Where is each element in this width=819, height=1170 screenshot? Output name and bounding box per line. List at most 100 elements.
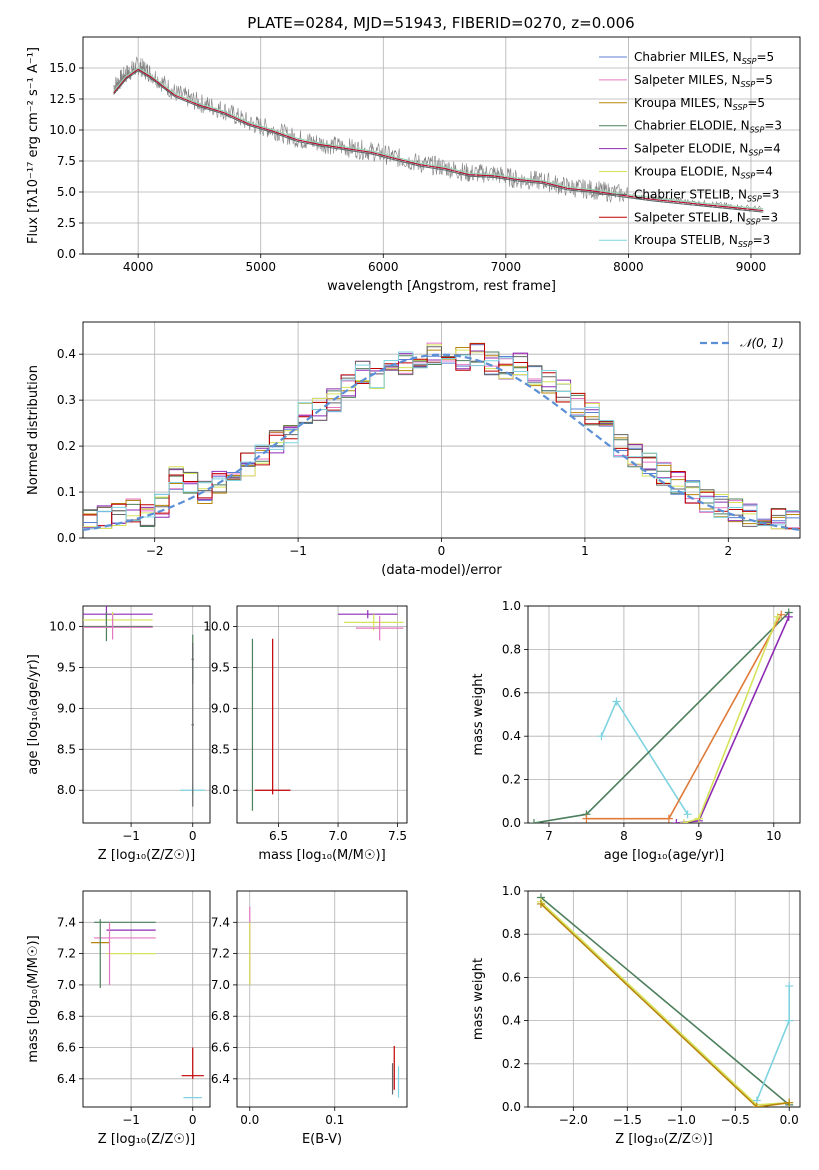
legend-tail: =3 — [753, 233, 771, 247]
histogram-legend: 𝒩(0, 1) — [700, 336, 784, 350]
x-tick-label: 7.5 — [388, 829, 407, 843]
legend-entry: Chabrier ELODIE, NSSP=3 — [634, 119, 782, 135]
residual-histogram-axes: −2 −1 0 1 2 0.0 0.1 0.2 0.3 0.4 (data-model)/error… — [26, 321, 801, 578]
massweight-vs-age-marks — [529, 608, 793, 823]
y-tick-label: 0.1 — [57, 485, 76, 499]
legend-subscript: SSP — [742, 57, 757, 66]
x-tick-label: 7 — [545, 829, 553, 843]
weight-point-marker — [785, 982, 794, 991]
x-axis-label: Z [log₁₀(Z/Z☉)] — [615, 1132, 712, 1147]
weight-point-marker — [612, 697, 621, 706]
y-axis-label: mass weight — [471, 673, 486, 755]
y-tick-label: 0.6 — [502, 970, 521, 984]
weight-point-marker — [785, 1098, 794, 1107]
weight-point-marker — [683, 810, 692, 819]
massweight-vs-Z-marks — [536, 893, 794, 1107]
massweight-vs-Z-axes: −2.0 −1.5 −1.0 −0.5 0.0 0.0 0.2 0.4 0.6 0.8 1.0 Z [… — [471, 884, 801, 1147]
x-tick-label: −1.5 — [613, 1113, 642, 1127]
y-tick-label: 15.0 — [49, 61, 76, 75]
y-tick-label: 7.4 — [211, 915, 230, 929]
axes-frame — [236, 890, 408, 1108]
legend-tail: =3 — [762, 187, 780, 201]
y-tick-label: 12.5 — [49, 92, 76, 106]
y-tick-label: 0.0 — [502, 1100, 521, 1114]
model-spectrum-line — [113, 67, 764, 210]
y-tick-label: 7.2 — [57, 947, 76, 961]
x-tick-label: 0.0 — [780, 1113, 799, 1127]
weight-series-line — [756, 986, 791, 1101]
axes-frame — [236, 605, 408, 824]
y-tick-label: 9.5 — [211, 660, 230, 674]
legend-tail: =3 — [760, 210, 778, 224]
legend-subscript: SSP — [741, 172, 756, 181]
y-axis-label: Flux [fλ10⁻¹⁷ erg cm⁻² s⁻¹ A⁻¹] — [26, 47, 41, 244]
x-tick-label: 7000 — [491, 260, 522, 274]
legend-entry: Chabrier STELIB, NSSP=3 — [634, 187, 779, 203]
legend-entry: Kroupa MILES, NSSP=5 — [634, 96, 765, 112]
weight-series-line — [676, 616, 790, 823]
y-tick-label: 8.5 — [211, 742, 230, 756]
x-tick-label: 1 — [581, 544, 589, 558]
legend-entry: Kroupa STELIB, NSSP=3 — [634, 233, 770, 249]
legend-entry: Chabrier MILES, NSSP=5 — [634, 50, 774, 66]
legend-subscript: SSP — [738, 240, 753, 249]
weight-point-marker — [672, 819, 681, 823]
x-tick-label: −0.5 — [721, 1113, 750, 1127]
weight-point-marker — [664, 814, 673, 823]
y-tick-label: 10.0 — [49, 619, 76, 633]
age-vs-mass-axes: 6.5 7.0 7.5 8.0 8.5 9.0 9.5 10.0 mass [log₁₀(M/M… — [203, 605, 408, 863]
y-tick-label: 6.8 — [211, 1009, 230, 1023]
y-axis-label: age [log₁₀(age/yr)] — [26, 654, 41, 775]
age-vs-Z-axes: −1 0 8.0 8.5 9.0 9.5 10.0 Z [log₁₀(Z/Z☉)] age [l… — [26, 605, 211, 863]
y-tick-label: 7.0 — [57, 978, 76, 992]
mass-vs-EBV-marks — [249, 906, 400, 1098]
y-axis-label: Normed distribution — [26, 365, 41, 495]
legend-subscript: SSP — [750, 126, 765, 135]
legend-subscript: SSP — [747, 194, 762, 203]
x-tick-label: 2 — [724, 544, 732, 558]
y-tick-label: 9.5 — [57, 660, 76, 674]
y-tick-label: 1.0 — [502, 599, 521, 613]
y-tick-label: 0.2 — [502, 1057, 521, 1071]
y-tick-label: 10.0 — [49, 123, 76, 137]
x-tick-label: −1 — [122, 1113, 140, 1127]
legend-tail: =4 — [763, 142, 781, 156]
y-tick-label: 0.4 — [502, 1014, 521, 1028]
y-tick-label: 6.8 — [57, 1009, 76, 1023]
legend-tail: =4 — [755, 165, 773, 179]
histogram-step — [83, 346, 800, 527]
y-tick-label: 7.4 — [57, 915, 76, 929]
legend-tail: =5 — [755, 73, 773, 87]
weight-point-marker — [529, 819, 538, 823]
weight-point-marker — [694, 814, 703, 823]
y-axis-label: mass weight — [471, 958, 486, 1040]
x-axis-label: mass [log₁₀(M/M☉)] — [258, 848, 385, 863]
x-tick-label: 10 — [766, 829, 781, 843]
x-tick-label: 0.0 — [240, 1113, 259, 1127]
data-spectrum-line — [113, 56, 763, 213]
weight-point-marker — [597, 732, 606, 741]
y-tick-label: 0.2 — [502, 773, 521, 787]
y-tick-label: 0.3 — [57, 393, 76, 407]
y-tick-label: 5.0 — [57, 185, 76, 199]
x-tick-label: 0 — [189, 829, 197, 843]
legend-entry: Salpeter STELIB, NSSP=3 — [634, 210, 778, 226]
y-tick-label: 6.6 — [211, 1041, 230, 1055]
y-tick-label: 0.8 — [502, 642, 521, 656]
weight-point-marker — [773, 612, 782, 621]
x-axis-label: E(B-V) — [302, 1132, 342, 1147]
legend-tail: =5 — [747, 96, 765, 110]
y-tick-label: 7.5 — [57, 154, 76, 168]
axes-frame — [82, 605, 211, 824]
figure-title: PLATE=0284, MJD=51943, FIBERID=0270, z=0… — [247, 14, 634, 32]
weight-series-line — [533, 611, 790, 823]
x-axis-label: Z [log₁₀(Z/Z☉)] — [98, 1132, 195, 1147]
x-tick-label: 4000 — [123, 260, 154, 274]
normal-curve-line — [83, 353, 800, 532]
x-tick-label: 8000 — [613, 260, 644, 274]
legend-tail: =3 — [764, 119, 782, 133]
y-tick-label: 8.5 — [57, 742, 76, 756]
y-tick-label: 0.6 — [502, 686, 521, 700]
y-tick-label: 6.4 — [211, 1072, 230, 1086]
spectrum-legend: Chabrier MILES, NSSP=5 Salpeter MILES, NS… — [599, 50, 782, 249]
